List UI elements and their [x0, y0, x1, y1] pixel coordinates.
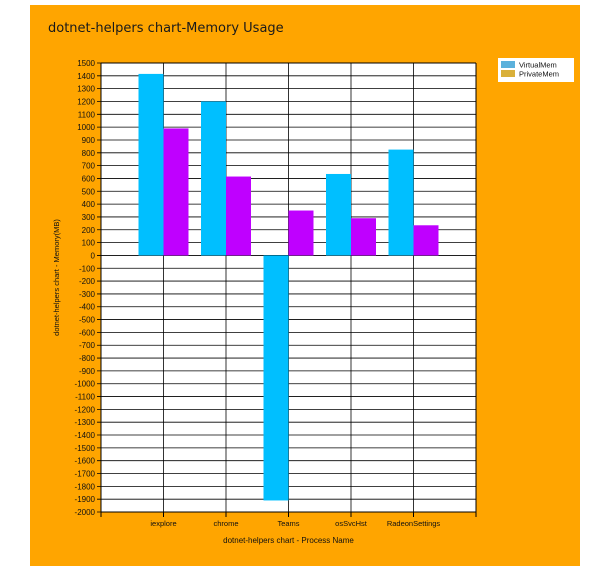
- chart-title: dotnet-helpers chart-Memory Usage: [48, 21, 284, 36]
- bar-virtualmem-chrome: [201, 101, 226, 256]
- y-tick-label: 600: [82, 174, 96, 183]
- bar-virtualmem-radeonsettings: [388, 149, 414, 256]
- bar-privatemem-ossvchst: [351, 218, 376, 256]
- y-tick-label: 1500: [77, 59, 95, 68]
- y-tick-label: -1400: [75, 431, 96, 440]
- y-tick-label: -800: [79, 354, 96, 363]
- x-axis-title: dotnet-helpers chart - Process Name: [223, 536, 354, 545]
- y-tick-label: -1000: [75, 380, 96, 389]
- y-tick-label: 0: [91, 251, 96, 260]
- x-tick-label: RadeonSettings: [387, 519, 441, 528]
- y-tick-label: -100: [79, 264, 96, 273]
- bar-privatemem-teams: [288, 210, 314, 256]
- y-tick-label: 1000: [77, 123, 95, 132]
- y-tick-label: 1300: [77, 85, 95, 94]
- y-tick-label: 300: [82, 213, 96, 222]
- legend-label-virtualmem: VirtualMem: [519, 61, 557, 70]
- bar-privatemem-iexplore: [163, 128, 189, 256]
- bar-privatemem-chrome: [226, 176, 251, 256]
- bar-virtualmem-iexplore: [138, 73, 164, 256]
- x-tick-label: iexplore: [150, 519, 176, 528]
- y-tick-label: 100: [82, 239, 96, 248]
- bar-virtualmem-ossvchst: [326, 173, 351, 256]
- legend-label-privatemem: PrivateMem: [519, 70, 559, 79]
- y-tick-label: 800: [82, 149, 96, 158]
- y-tick-label: 500: [82, 187, 96, 196]
- y-tick-label: 1100: [78, 110, 96, 119]
- y-tick-label: 700: [82, 162, 96, 171]
- y-tick-label: -1100: [75, 393, 95, 402]
- y-tick-label: 200: [82, 226, 96, 235]
- y-tick-label: -500: [79, 316, 96, 325]
- y-tick-label: -300: [79, 290, 96, 299]
- bar-privatemem-radeonsettings: [413, 225, 439, 256]
- y-tick-label: -900: [79, 367, 96, 376]
- y-tick-label: 1400: [77, 72, 95, 81]
- y-tick-label: -1300: [75, 418, 96, 427]
- y-tick-label: -1200: [75, 405, 96, 414]
- y-tick-label: 400: [82, 200, 96, 209]
- y-tick-label: -1600: [75, 457, 96, 466]
- y-tick-label: -1500: [75, 444, 96, 453]
- y-tick-label: 900: [82, 136, 96, 145]
- y-tick-label: -600: [79, 328, 96, 337]
- legend-swatch-privatemem: [501, 70, 515, 77]
- x-tick-label: chrome: [213, 519, 238, 528]
- y-axis-title: dotnet-helpers chart - Memory(MB): [52, 219, 61, 336]
- bar-virtualmem-teams: [263, 255, 289, 501]
- y-tick-label: -700: [79, 341, 96, 350]
- x-tick-label: Teams: [277, 519, 299, 528]
- y-tick-label: -1900: [75, 495, 96, 504]
- y-tick-label: -400: [79, 303, 96, 312]
- y-tick-label: 1200: [77, 97, 95, 106]
- y-tick-label: -2000: [75, 508, 96, 517]
- legend-swatch-virtualmem: [501, 61, 515, 68]
- x-tick-label: osSvcHst: [335, 519, 368, 528]
- y-tick-label: -200: [79, 277, 96, 286]
- y-tick-label: -1700: [75, 470, 96, 479]
- y-tick-label: -1800: [75, 482, 96, 491]
